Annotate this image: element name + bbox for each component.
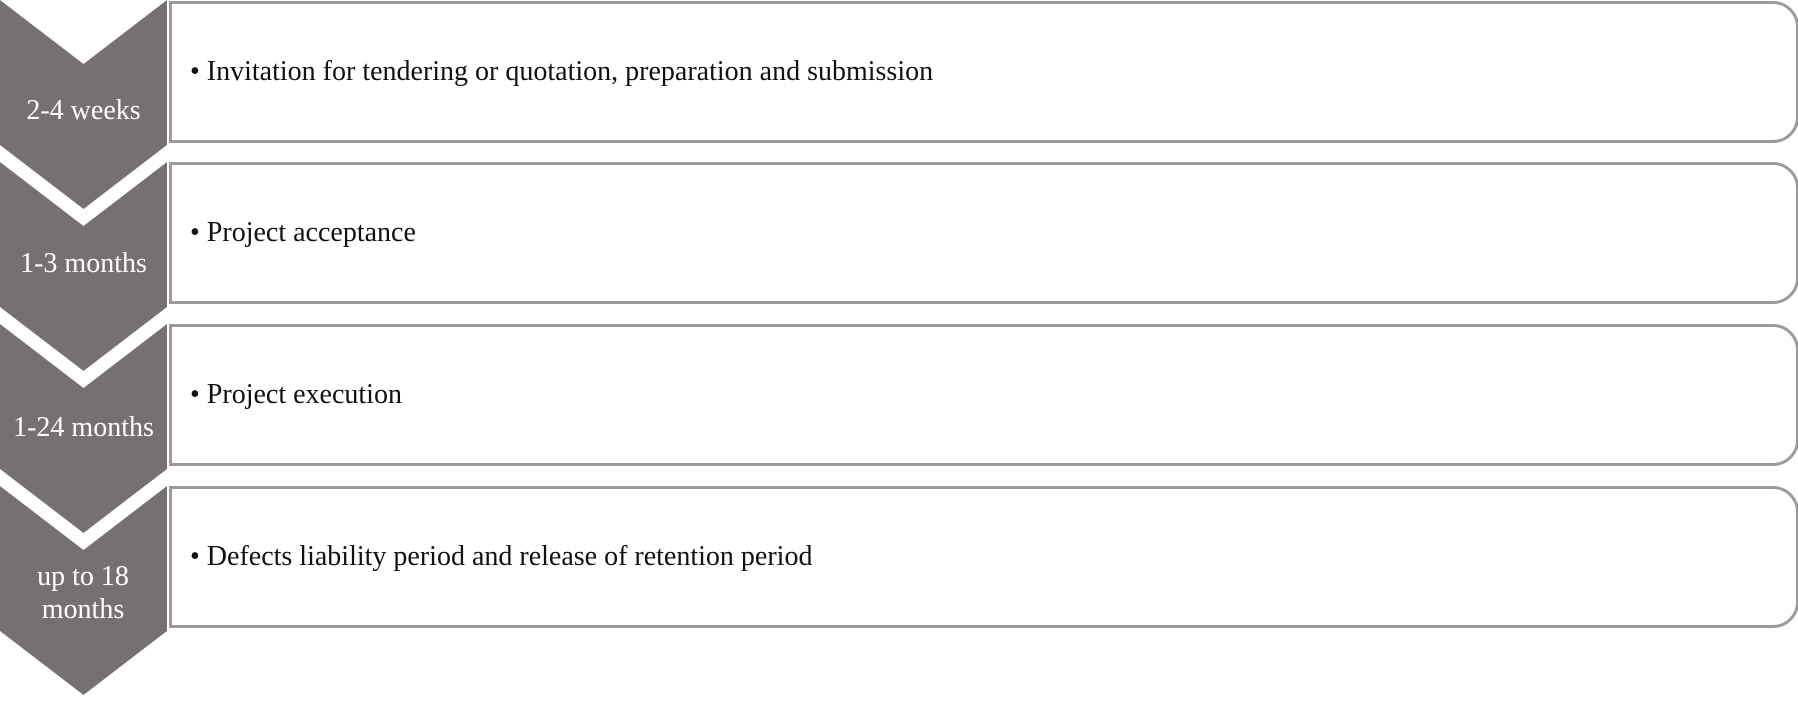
step-duration: 1-24 months	[13, 412, 154, 443]
step-box-2: • Project acceptance	[169, 162, 1798, 304]
step-description: • Invitation for tendering or quotation,…	[190, 56, 934, 87]
step-description: • Project execution	[190, 379, 402, 410]
step-duration: 2-4 weeks	[26, 95, 141, 126]
step-duration: 1-3 months	[20, 248, 147, 279]
chevron-step-2	[0, 162, 167, 371]
chevron-step-1	[0, 0, 167, 209]
step-description: • Defects liability period and release o…	[190, 541, 813, 572]
step-box-4: • Defects liability period and release o…	[169, 486, 1798, 628]
step-box-1: • Invitation for tendering or quotation,…	[169, 1, 1798, 143]
step-box-3: • Project execution	[169, 324, 1798, 466]
chevron-step-4	[0, 486, 167, 695]
step-duration: up to 18 months	[37, 561, 129, 625]
chevron-step-3	[0, 324, 167, 533]
step-description: • Project acceptance	[190, 217, 416, 248]
